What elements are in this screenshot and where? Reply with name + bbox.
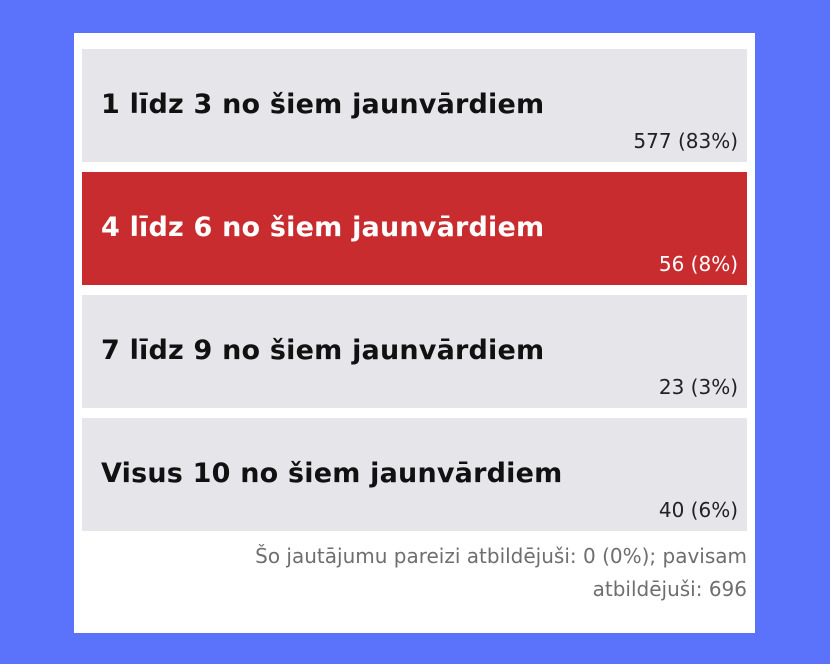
poll-option-result: 56 (8%)	[658, 252, 738, 276]
poll-option-2[interactable]: 4 līdz 6 no šiem jaunvārdiem 56 (8%)	[82, 172, 747, 285]
poll-option-4[interactable]: Visus 10 no šiem jaunvārdiem 40 (6%)	[82, 418, 747, 531]
poll-summary-total: atbildējuši: 696	[592, 577, 747, 601]
poll-option-1[interactable]: 1 līdz 3 no šiem jaunvārdiem 577 (83%)	[82, 49, 747, 162]
poll-option-label: 7 līdz 9 no šiem jaunvārdiem	[101, 335, 545, 366]
poll-option-result: 23 (3%)	[658, 375, 738, 399]
poll-option-label: 1 līdz 3 no šiem jaunvārdiem	[101, 89, 545, 120]
poll-summary-correct: Šo jautājumu pareizi atbildējuši: 0 (0%)…	[255, 544, 747, 568]
poll-options: 1 līdz 3 no šiem jaunvārdiem 577 (83%) 4…	[82, 49, 747, 541]
poll-results-card: 1 līdz 3 no šiem jaunvārdiem 577 (83%) 4…	[74, 33, 755, 633]
poll-option-result: 577 (83%)	[633, 129, 738, 153]
poll-option-label: Visus 10 no šiem jaunvārdiem	[101, 458, 563, 489]
poll-option-label: 4 līdz 6 no šiem jaunvārdiem	[101, 212, 545, 243]
poll-summary: Šo jautājumu pareizi atbildējuši: 0 (0%)…	[147, 540, 747, 606]
poll-option-3[interactable]: 7 līdz 9 no šiem jaunvārdiem 23 (3%)	[82, 295, 747, 408]
poll-option-result: 40 (6%)	[658, 498, 738, 522]
